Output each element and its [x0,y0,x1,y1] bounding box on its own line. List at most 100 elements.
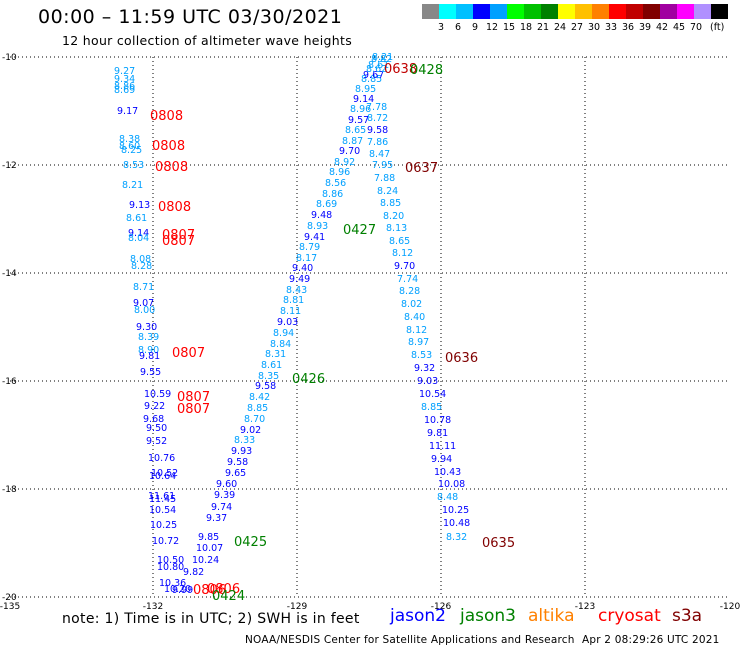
wave-height-label: 8.85 [421,402,442,413]
lat-tick-label: -10 [2,53,17,63]
pass-time-label: 0428 [410,63,443,78]
wave-height-label: 8.97 [408,337,429,348]
wave-height-label: 9.50 [146,423,167,434]
wave-height-label: 7.88 [374,173,395,184]
wave-height-label: 9.81 [427,428,448,439]
pass-time-label: 0807 [162,228,195,243]
map-subtitle: 12 hour collection of altimeter wave hei… [62,33,353,48]
wave-height-label: 8.85 [361,74,382,85]
wave-height-label: 8.69 [114,85,135,96]
wave-height-label: 8.12 [392,248,413,259]
wave-height-label: 9.70 [339,146,360,157]
pass-time-label: 0636 [445,351,478,366]
wave-height-label: 10.24 [192,555,219,566]
wave-height-label: 8.56 [325,178,346,189]
wave-height-label: 8.85 [380,198,401,209]
wave-height-label: 8.61 [368,60,389,71]
wave-height-label: 8.31 [265,349,286,360]
wave-height-label: 9.55 [140,367,161,378]
wave-height-label: 9.58 [227,457,248,468]
pass-time-label: 0806 [193,583,226,598]
wave-height-label: 9.27 [114,66,135,77]
colorbar-tick-label: 15 [502,22,516,33]
wave-height-label: 10.20 [164,584,191,595]
wave-height-label: 9.93 [231,446,252,457]
map-title: 00:00 – 11:59 UTC 03/30/2021 [38,6,343,28]
wave-height-label: 10.76 [148,453,175,464]
wave-height-label: 8.43 [286,285,307,296]
wave-height-label: 8.93 [307,221,328,232]
wave-height-label: 9.07 [133,298,154,309]
wave-height-label: 9.03 [277,317,298,328]
wave-height-label: 10.07 [196,543,223,554]
colorbar-tick-label: 42 [655,22,669,33]
colorbar-tick-label: 24 [553,22,567,33]
satellite-legend-jason3: jason3 [460,606,516,626]
lat-tick-label: -14 [2,269,17,279]
wave-height-label: 9.14 [353,94,374,105]
wave-height-label: 8.39 [138,332,159,343]
lat-tick-label: -12 [2,161,17,171]
pass-time-label: 0808 [150,109,183,124]
wave-height-label: 8.21 [372,52,393,63]
wave-height-label: 9.60 [216,479,237,490]
wave-height-label: 9.58 [255,381,276,392]
wave-height-label: 8.96 [329,167,350,178]
wave-height-label: 8.60 [119,141,140,152]
wave-height-label: 9.14 [128,228,149,239]
wave-height-label: 9.13 [129,200,150,211]
colorbar-tick-label: 36 [621,22,635,33]
wave-height-label: 10.54 [149,505,176,516]
wave-height-label: 9.40 [292,263,313,274]
pass-time-label: 0807 [162,234,195,249]
lat-tick-label: -18 [2,485,17,495]
wave-height-label: 8.40 [404,312,425,323]
wave-height-label: 9.65 [225,468,246,479]
wave-height-label: 10.36 [159,578,186,589]
wave-height-label: 8.20 [383,211,404,222]
wave-height-label: 9.68 [143,414,164,425]
colorbar-swatch [677,4,694,19]
wave-height-label: 8.02 [401,299,422,310]
wave-height-label: 8.12 [406,325,427,336]
wave-height-label: 10.43 [434,467,461,478]
wave-height-label: 9.37 [206,513,227,524]
wave-height-label: 11.45 [149,494,176,505]
colorbar-swatch [575,4,592,19]
colorbar-swatch [524,4,541,19]
pass-time-label: 0426 [292,372,325,387]
wave-height-label: 8.84 [270,339,291,350]
wave-height-label: 8.53 [411,350,432,361]
wave-height-label: 9.48 [311,210,332,221]
colorbar-swatch [711,4,728,19]
wave-height-label: 8.71 [133,282,154,293]
pass-time-label: 0807 [177,390,210,405]
colorbar-tick-label: 3 [437,22,445,33]
wave-height-label: 8.33 [234,435,255,446]
wave-height-label: 11.61 [148,491,175,502]
colorbar-swatch [541,4,558,19]
wave-height-label: 10.48 [443,518,470,529]
pass-time-label: 0427 [343,223,376,238]
wave-height-label: 8.25 [121,145,142,156]
lat-tick-label: -16 [2,377,17,387]
wave-height-label: 8.61 [126,213,147,224]
colorbar-legend: 3 6 9 12 15 18 21 24 27 30 33 36 39 42 45 70 (ft) [422,4,728,34]
colorbar-swatch [558,4,575,19]
wave-height-label: 8.70 [244,414,265,425]
wave-height-label: 8.42 [249,392,270,403]
satellite-legend-jason2: jason2 [390,606,446,626]
wave-height-label: 9.67 [363,70,384,81]
wave-height-label: 10.54 [419,389,446,400]
colorbar-swatch [422,4,439,19]
wave-height-label: 8.35 [258,371,279,382]
colorbar-tick-label: 18 [519,22,533,33]
colorbar-tick-label: 39 [638,22,652,33]
satellite-legend-altika: altika [528,606,575,626]
colorbar-tick-label: 6 [454,22,462,33]
colorbar-swatch [660,4,677,19]
wave-height-label: 8.28 [399,286,420,297]
colorbar-tick-label: 27 [570,22,584,33]
wave-height-label: 9.34 [114,74,135,85]
wave-height-label: 9.41 [304,232,325,243]
